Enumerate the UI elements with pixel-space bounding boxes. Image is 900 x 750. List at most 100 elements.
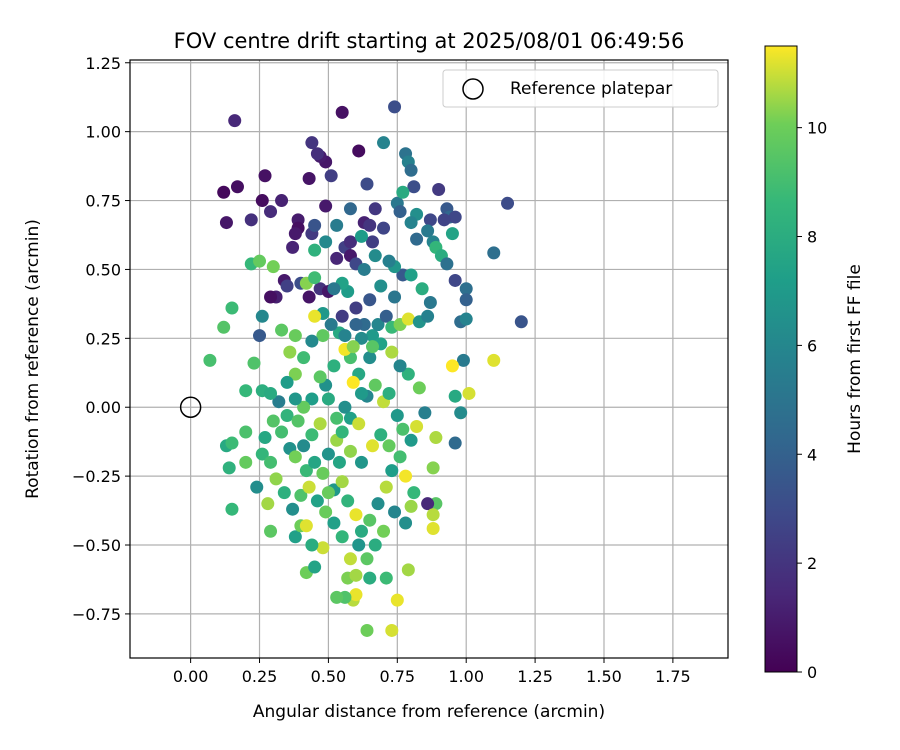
- data-point: [445, 227, 459, 241]
- data-point: [280, 408, 294, 422]
- data-point: [426, 508, 440, 522]
- data-point: [401, 367, 415, 381]
- data-point: [310, 147, 324, 161]
- data-point: [346, 375, 360, 389]
- data-point: [297, 351, 311, 365]
- data-point: [239, 455, 253, 469]
- data-point: [448, 210, 462, 224]
- data-point: [396, 422, 410, 436]
- data-point: [456, 353, 470, 367]
- data-point: [250, 480, 264, 494]
- data-point: [357, 262, 371, 276]
- data-point: [327, 516, 341, 530]
- data-point: [283, 345, 297, 359]
- y-axis-ticks: −0.75 −0.50 −0.25 0.00 0.25 0.50 0.75 1.00 1.25: [72, 54, 130, 624]
- data-point: [330, 218, 344, 232]
- data-point: [487, 246, 501, 260]
- data-point: [349, 318, 363, 332]
- data-point: [379, 309, 393, 323]
- data-point: [275, 194, 289, 208]
- grid-lines: [130, 60, 728, 658]
- data-point: [338, 400, 352, 414]
- data-point: [280, 279, 294, 293]
- data-point: [448, 273, 462, 287]
- data-point: [288, 367, 302, 381]
- data-point: [354, 386, 368, 400]
- data-point: [363, 513, 377, 527]
- data-point: [448, 389, 462, 403]
- data-point: [360, 552, 374, 566]
- data-point: [335, 530, 349, 544]
- data-point: [321, 447, 335, 461]
- data-point: [354, 331, 368, 345]
- x-tick-label: 1.50: [586, 667, 622, 686]
- colorbar-tick-label: 0: [807, 663, 817, 682]
- x-axis-label: Angular distance from reference (arcmin): [253, 702, 605, 722]
- data-point: [426, 461, 440, 475]
- data-point: [366, 439, 380, 453]
- data-point: [230, 180, 244, 194]
- data-point: [363, 351, 377, 365]
- colorbar-tick-label: 10: [807, 119, 827, 138]
- colorbar-tick-label: 4: [807, 445, 817, 464]
- data-point: [429, 431, 443, 445]
- data-point: [305, 428, 319, 442]
- data-point: [305, 334, 319, 348]
- data-point: [291, 414, 305, 428]
- data-point: [404, 433, 418, 447]
- data-point: [288, 227, 302, 241]
- colorbar-label: Hours from first FF file: [845, 264, 865, 454]
- data-point: [426, 521, 440, 535]
- data-point: [239, 425, 253, 439]
- data-point: [335, 309, 349, 323]
- data-point: [327, 282, 341, 296]
- data-point: [368, 202, 382, 216]
- data-point: [371, 318, 385, 332]
- data-point: [288, 530, 302, 544]
- data-point: [366, 235, 380, 249]
- data-point: [440, 257, 454, 271]
- data-point: [280, 375, 294, 389]
- y-tick-label: 1.25: [85, 54, 121, 73]
- data-point: [343, 552, 357, 566]
- data-point: [217, 185, 231, 199]
- data-point: [330, 590, 344, 604]
- data-point: [203, 353, 217, 367]
- data-point: [382, 254, 396, 268]
- data-point: [313, 370, 327, 384]
- chart-title: FOV centre drift starting at 2025/08/01 …: [174, 29, 685, 53]
- data-point: [219, 216, 233, 230]
- data-point: [244, 213, 258, 227]
- data-point: [363, 218, 377, 232]
- data-point: [239, 384, 253, 398]
- data-point: [338, 329, 352, 343]
- data-point: [352, 538, 366, 552]
- data-point: [225, 502, 239, 516]
- data-point: [388, 505, 402, 519]
- data-point: [316, 329, 330, 343]
- data-point: [316, 466, 330, 480]
- data-point: [363, 293, 377, 307]
- y-tick-label: 1.00: [85, 123, 121, 142]
- data-point: [343, 444, 357, 458]
- y-tick-label: −0.75: [72, 605, 121, 624]
- data-point: [374, 428, 388, 442]
- y-tick-label: −0.25: [72, 467, 121, 486]
- data-point: [255, 194, 269, 208]
- data-point: [275, 425, 289, 439]
- data-point: [514, 315, 528, 329]
- x-tick-label: 1.00: [448, 667, 484, 686]
- data-point: [321, 392, 335, 406]
- data-point: [275, 323, 289, 337]
- data-point: [349, 568, 363, 582]
- data-point: [269, 472, 283, 486]
- y-axis-label: Rotation from reference (arcmin): [23, 219, 43, 499]
- colorbar: [764, 45, 798, 673]
- data-point: [352, 417, 366, 431]
- data-point: [255, 309, 269, 323]
- x-tick-label: 1.25: [517, 667, 553, 686]
- data-point: [360, 623, 374, 637]
- data-point: [459, 312, 473, 326]
- data-point: [368, 378, 382, 392]
- data-point: [286, 240, 300, 254]
